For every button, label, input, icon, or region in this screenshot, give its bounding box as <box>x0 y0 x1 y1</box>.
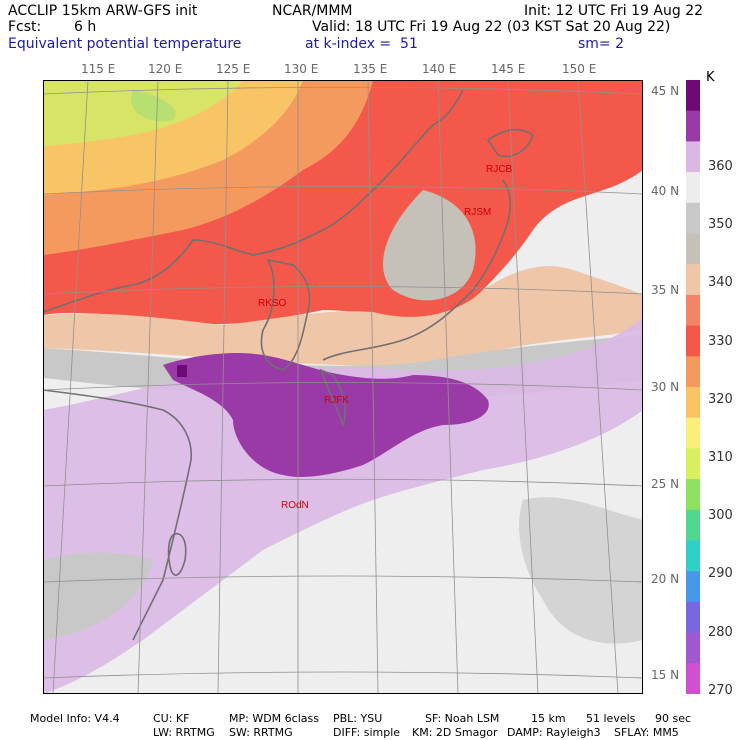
station-rjfk: RJFK <box>324 395 349 406</box>
smoothing-info: sm= 2 <box>578 36 625 52</box>
footer-mp: MP: WDM 6class <box>229 712 319 725</box>
footer-cu: CU: KF <box>153 712 190 725</box>
lon-label-115: 115 E <box>81 62 116 76</box>
station-labels: RJCB RJSM RKSO RJFK ROdN <box>258 164 512 511</box>
field-name: Equivalent potential temperature <box>8 36 242 52</box>
japan-honshu <box>322 179 511 361</box>
grey-patch-japan-sea <box>383 190 476 301</box>
colorbar-label: 340 <box>708 275 733 291</box>
colorbar <box>686 80 700 694</box>
colorbar-swatch <box>686 663 700 694</box>
theta-e-max-cell <box>177 365 187 377</box>
organization: NCAR/MMM <box>272 3 353 19</box>
theta-e-map: RJCB RJSM RKSO RJFK ROdN <box>43 80 643 694</box>
lat-label-45: 45 N <box>651 84 680 98</box>
coastlines <box>43 89 534 641</box>
colorbar-swatch <box>686 202 700 234</box>
band-370-core <box>163 353 489 477</box>
band-340 <box>43 266 643 366</box>
valid-time: Valid: 18 UTC Fri 19 Aug 22 (03 KST Sat … <box>312 19 671 35</box>
colorbar-swatch <box>686 448 700 480</box>
lon-label-145: 145 E <box>491 62 526 76</box>
colorbar-unit: K <box>706 70 715 85</box>
colorbar-label: 300 <box>708 508 733 524</box>
colorbar-label: 330 <box>708 333 733 349</box>
lon-label-130: 130 E <box>284 62 319 76</box>
footer-pbl: PBL: YSU <box>333 712 383 725</box>
map-frame <box>43 80 643 694</box>
lat-label-40: 40 N <box>651 184 680 198</box>
band-360 <box>43 318 643 694</box>
lat-label-15: 15 N <box>651 668 680 682</box>
taiwan-outline <box>167 533 187 576</box>
footer-resolution: 15 km <box>531 712 566 725</box>
colorbar-label: 290 <box>708 566 733 582</box>
footer-model-info: Model Info: V4.4 <box>30 712 120 725</box>
footer-timestep: 90 sec <box>655 712 692 725</box>
colorbar-swatch <box>686 141 700 173</box>
lon-label-140: 140 E <box>422 62 457 76</box>
colorbar-swatch <box>686 172 700 204</box>
level-info: at k-index = 51 <box>305 36 418 52</box>
colorbar-swatch <box>686 417 700 449</box>
colorbar-swatch <box>686 233 700 265</box>
footer-sf: SF: Noah LSM <box>425 712 500 725</box>
lon-label-135: 135 E <box>353 62 388 76</box>
colorbar-label: 310 <box>708 450 733 465</box>
init-time: Init: 12 UTC Fri 19 Aug 22 <box>524 3 704 19</box>
lon-label-150: 150 E <box>562 62 597 76</box>
footer-km: KM: 2D Smagor <box>412 726 498 739</box>
grey-patch-south-west <box>43 552 153 640</box>
station-rjcb: RJCB <box>486 164 512 175</box>
colorbar-label: 320 <box>708 391 733 407</box>
lon-label-120: 120 E <box>148 62 183 76</box>
green-patch <box>131 90 176 122</box>
grid-lines <box>43 80 643 694</box>
colorbar-label: 280 <box>708 624 733 640</box>
colorbar-swatch <box>686 110 700 142</box>
korea-peninsula <box>260 258 311 371</box>
footer-levels: 51 levels <box>586 712 636 725</box>
footer-sw: SW: RRTMG <box>229 726 293 739</box>
lat-label-25: 25 N <box>651 477 680 491</box>
station-rkso: RKSO <box>258 298 287 309</box>
forecast-hour: 6 h <box>74 19 97 35</box>
footer-sflay: SFLAY: MM5 <box>614 726 679 739</box>
footer-diff: DIFF: simple <box>333 726 401 739</box>
colorbar-label: 360 <box>708 159 733 174</box>
lat-label-35: 35 N <box>651 283 680 297</box>
colorbar-swatch <box>686 540 700 572</box>
station-rjsm: RJSM <box>464 207 491 218</box>
colorbar-swatch <box>686 264 700 296</box>
lat-label-20: 20 N <box>651 572 680 586</box>
japan-hokkaido <box>486 128 534 157</box>
japan-kyushu <box>319 368 346 428</box>
colorbar-swatch <box>686 571 700 603</box>
colorbar-swatch <box>686 325 700 357</box>
model-title: ACCLIP 15km ARW-GFS init <box>8 3 198 19</box>
colorbar-swatch <box>686 356 700 388</box>
footer-damp: DAMP: Rayleigh3 <box>507 726 601 739</box>
colorbar-label: 270 <box>708 682 733 698</box>
footer-lw: LW: RRTMG <box>153 726 215 739</box>
lat-label-30: 30 N <box>651 380 680 394</box>
colorbar-swatch <box>686 80 700 112</box>
colorbar-swatch <box>686 601 700 634</box>
china-coast-east <box>43 389 193 641</box>
colorbar-swatch <box>686 632 700 664</box>
colorbar-swatch <box>686 294 700 327</box>
colorbar-swatch <box>686 387 700 419</box>
colorbar-swatch <box>686 509 700 541</box>
forecast-label: Fcst: <box>8 19 42 35</box>
lon-label-125: 125 E <box>216 62 251 76</box>
station-rodn: ROdN <box>281 500 309 511</box>
asia-coast-north <box>43 89 464 313</box>
colorbar-label: 350 <box>708 217 733 233</box>
colorbar-swatch <box>686 479 700 511</box>
